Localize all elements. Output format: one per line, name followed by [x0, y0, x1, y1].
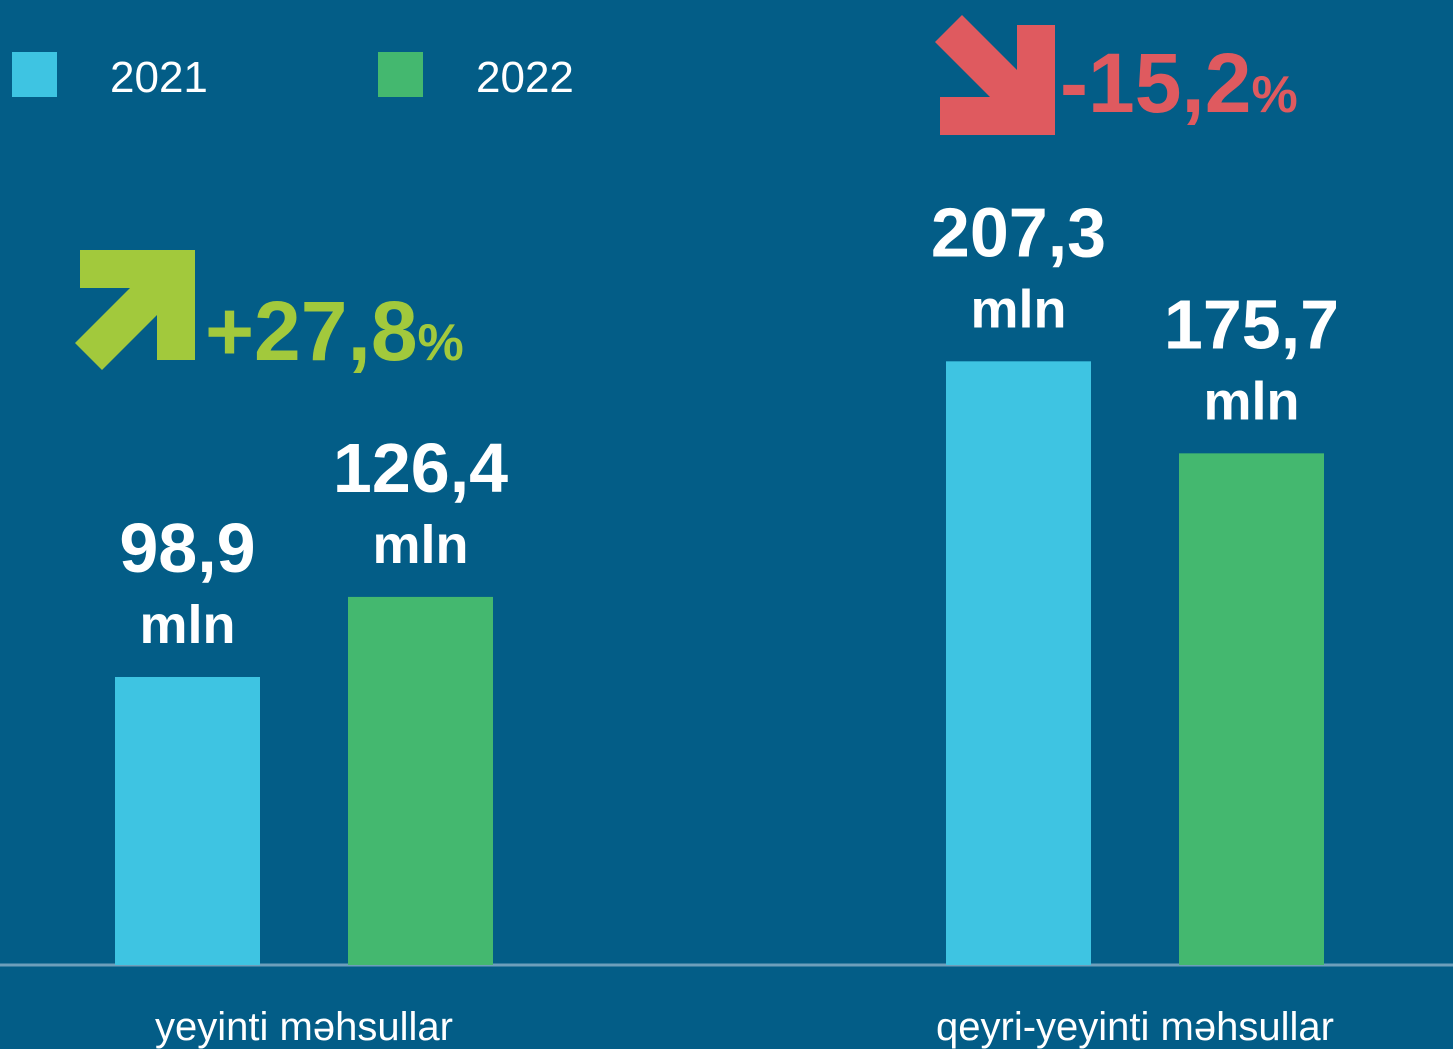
value-label: 126,4: [333, 429, 508, 507]
value-unit: mln: [139, 595, 235, 655]
annotation: -15,2%: [1060, 36, 1298, 130]
bar: [1179, 453, 1324, 965]
annotation-unit: %: [1251, 66, 1297, 124]
value-unit: mln: [1203, 371, 1299, 431]
annotation-unit: %: [418, 314, 464, 372]
value-label: 207,3: [931, 193, 1106, 271]
legend-swatch: [12, 52, 57, 97]
legend-label: 2021: [110, 53, 208, 102]
annotation-value: +27,8: [205, 284, 418, 378]
trend-arrow: [75, 250, 195, 370]
trend-arrow: [935, 15, 1055, 135]
x-tick-label: yeyinti məhsullar: [155, 1005, 453, 1049]
value-label: 175,7: [1164, 285, 1339, 363]
bar: [115, 676, 260, 965]
annotation: +27,8%: [205, 284, 464, 378]
value-unit: mln: [970, 279, 1066, 339]
annotation-value: -15,2: [1060, 36, 1251, 130]
bar: [946, 361, 1091, 965]
value-unit: mln: [372, 515, 468, 575]
x-tick-label: qeyri-yeyinti məhsullar: [936, 1005, 1334, 1049]
bar: [348, 596, 493, 965]
legend-label: 2022: [476, 53, 574, 102]
value-label: 98,9: [119, 509, 255, 587]
legend-swatch: [378, 52, 423, 97]
